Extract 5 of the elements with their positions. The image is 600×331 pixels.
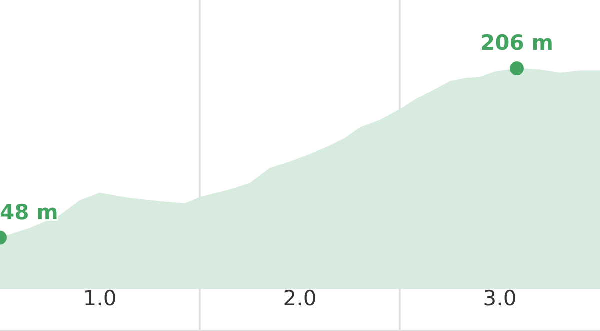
data-label: 48 m: [0, 200, 58, 224]
x-tick-label: 3.0: [483, 286, 517, 310]
x-tick-label: 1.0: [83, 286, 117, 310]
data-label: 206 m: [480, 31, 554, 56]
x-tick-label: 2.0: [283, 286, 317, 310]
